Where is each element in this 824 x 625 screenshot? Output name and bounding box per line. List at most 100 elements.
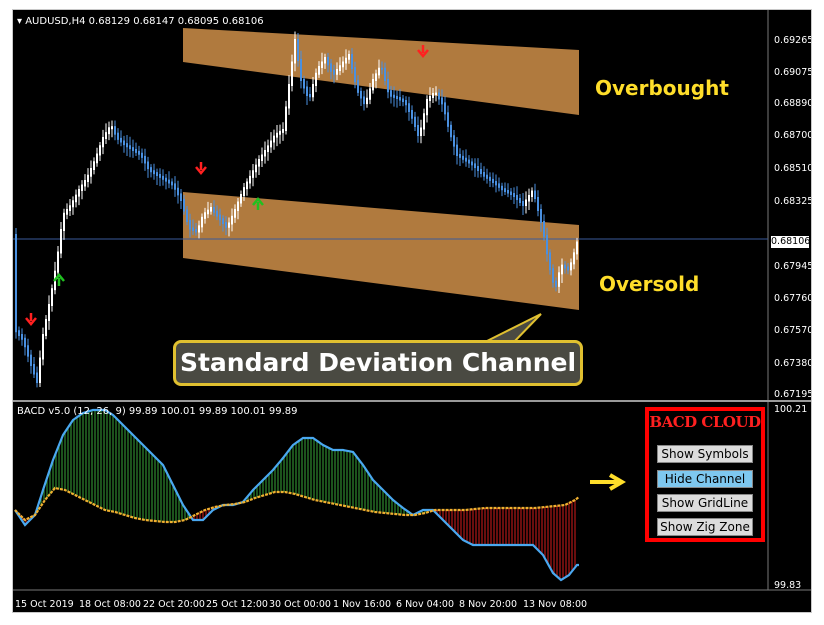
candle-body [438,92,440,100]
price-label: 0.67945 [774,261,812,272]
overbought-channel-band [183,28,579,115]
candle-body [222,218,224,224]
candle-body [153,170,155,175]
candle-body [57,251,59,273]
candle-body [534,190,536,199]
candle-body [39,357,41,383]
candle-body [285,106,287,131]
candle-body [387,79,389,93]
candle-body [396,95,398,99]
candle-body [42,334,44,360]
right-arrow-icon [590,473,626,491]
candle-body [414,116,416,127]
down-arrow-icon [25,313,37,326]
candle-body [183,199,185,212]
candle-body [27,345,29,357]
candle-body [240,194,242,204]
price-label: 0.68510 [774,163,812,174]
candle-body [570,262,572,271]
hide-channel-button[interactable]: Hide Channel [657,470,753,488]
candle-body [315,72,317,86]
candle-body [228,222,230,228]
price-chart[interactable] [13,10,812,402]
candle-body [492,178,494,183]
candle-body [33,364,35,375]
candle-body [261,154,263,161]
candle-body [444,102,446,115]
candle-body [333,69,335,75]
candle-body [75,194,77,203]
candle-body [84,180,86,187]
chart-window: ▾ AUDUSD,H4 0.68129 0.68147 0.68095 0.68… [12,9,812,613]
price-label: 0.67195 [774,389,812,400]
candle-body [537,197,539,211]
candle-body [447,112,449,127]
down-arrow-icon [417,45,429,58]
candle-body [210,207,212,212]
candle-body [330,63,332,72]
candle-body [351,54,353,70]
candle-body [510,191,512,195]
candle-body [216,210,218,217]
candle-body [132,147,134,151]
candle-body [519,198,521,203]
current-price-label: 0.68106 [771,236,811,248]
candle-body [63,212,65,231]
candle-body [96,153,98,164]
candle-body [267,145,269,152]
candle-body [402,98,404,102]
candle-body [174,183,176,190]
bacd-indicator-chart[interactable] [13,10,812,613]
candle-body [294,39,296,64]
candle-body [399,97,401,101]
show-symbols-button[interactable]: Show Symbols [657,445,753,463]
candle-body [573,252,575,265]
show-zig-zone-button[interactable]: Show Zig Zone [657,518,753,536]
candle-body [288,84,290,109]
candle-body [156,172,158,176]
candle-body [213,207,215,213]
candle-body [192,227,194,231]
candle-body [384,67,386,81]
candle-body [531,190,533,197]
candle-body [465,157,467,162]
candle-body [51,288,53,306]
candle-body [450,124,452,138]
candle-body [177,187,179,196]
time-label: 6 Nov 04:00 [396,599,455,610]
candle-body [525,199,527,206]
candle-body [441,97,443,105]
candle-body [486,174,488,179]
candle-body [405,100,407,106]
candle-body [255,164,257,173]
time-label: 25 Oct 12:00 [206,599,268,610]
show-gridline-button[interactable]: Show GridLine [657,494,753,512]
candle-body [522,201,524,206]
candle-body [117,132,119,140]
price-label: 0.68890 [774,98,812,109]
fast-line [14,408,579,582]
panel-divider[interactable] [13,400,811,402]
candle-body [549,252,551,271]
up-arrow-icon [53,273,65,286]
time-label: 22 Oct 20:00 [143,599,205,610]
candle-body [318,66,320,75]
candle-body [102,137,104,148]
candle-body [432,93,434,98]
overbought-label: Overbought [595,76,729,100]
candle-body [561,264,563,275]
candle-body [282,129,284,133]
candle-body [90,168,92,177]
candle-body [48,304,50,321]
candle-body [474,163,476,168]
candle-body [60,229,62,254]
candle-body [459,154,461,158]
candle-body [408,103,410,112]
candle-body [21,334,23,340]
candle-body [369,88,371,100]
candle-body [417,125,419,136]
candle-body [126,143,128,148]
candle-body [105,132,107,139]
candle-body [204,212,206,219]
candle-body [306,86,308,96]
